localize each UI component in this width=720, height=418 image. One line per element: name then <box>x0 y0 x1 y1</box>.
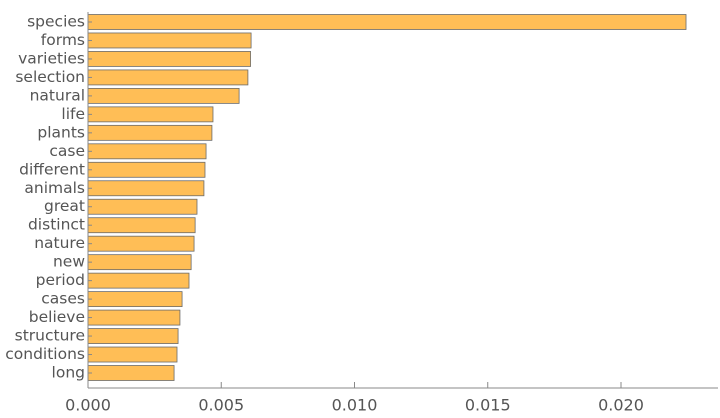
y-tick-label: nature <box>34 234 85 252</box>
bar <box>87 161 206 178</box>
y-tick-label: conditions <box>5 345 85 363</box>
y-tick-label: structure <box>15 327 85 345</box>
y-tick-label: animals <box>24 179 85 197</box>
bar <box>87 328 179 344</box>
y-tick-label: species <box>27 13 85 31</box>
bar <box>87 365 175 381</box>
y-tick-label: forms <box>41 31 85 49</box>
bar <box>87 69 249 86</box>
y-tick-label: cases <box>41 290 85 308</box>
y-tick-label: life <box>61 105 85 123</box>
bar <box>87 124 213 141</box>
y-tick-label: selection <box>15 68 85 86</box>
bar <box>87 143 207 160</box>
bar <box>87 254 192 271</box>
y-tick-label: period <box>36 271 85 289</box>
x-tick-label: 0.020 <box>598 396 644 415</box>
bar <box>87 217 196 234</box>
y-tick-label: different <box>19 160 85 178</box>
y-tick-label: new <box>53 253 85 271</box>
bar <box>87 291 183 308</box>
bar <box>87 87 240 104</box>
y-tick-label: varieties <box>18 49 85 67</box>
x-tick-label: 0.010 <box>332 396 378 415</box>
bar <box>87 32 252 49</box>
bar <box>87 51 251 67</box>
bar <box>87 235 195 252</box>
bar <box>87 346 178 363</box>
bar <box>87 309 181 326</box>
y-tick-label: great <box>44 197 85 215</box>
x-tick-label: 0.015 <box>465 396 511 415</box>
y-tick-label: case <box>49 142 85 160</box>
y-tick-label: believe <box>29 308 85 326</box>
y-tick-label: distinct <box>28 216 85 234</box>
bar <box>87 272 190 289</box>
x-tick-label: 0.000 <box>65 396 111 415</box>
y-tick-label: long <box>52 364 85 382</box>
bar <box>87 180 205 197</box>
bar <box>87 14 687 30</box>
bar <box>87 106 214 123</box>
y-tick-label: natural <box>30 86 85 104</box>
x-tick-label: 0.005 <box>198 396 244 415</box>
bar <box>87 198 198 215</box>
y-tick-label: plants <box>37 123 85 141</box>
